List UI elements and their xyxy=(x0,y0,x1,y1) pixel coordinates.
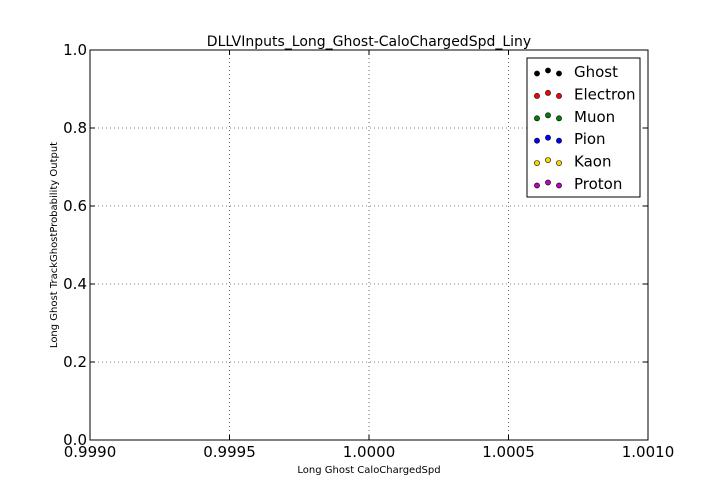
legend-marker xyxy=(534,160,540,166)
legend-marker xyxy=(556,93,562,99)
x-tick-label: 1.0005 xyxy=(482,443,535,461)
legend-entry: Pion xyxy=(534,130,606,148)
y-axis-title: Long Ghost TrackGhostProbability Output xyxy=(49,142,60,348)
y-tick-label: 0.4 xyxy=(63,275,87,293)
x-tick-label: 0.9995 xyxy=(203,443,256,461)
legend-marker xyxy=(534,93,540,99)
y-tick-label: 0.2 xyxy=(63,353,87,371)
legend-box xyxy=(526,57,641,198)
legend-marker xyxy=(545,90,551,96)
legend-marker xyxy=(534,137,540,144)
legend-entry: Ghost xyxy=(534,63,618,81)
legend-label: Electron xyxy=(574,85,636,103)
legend-marker xyxy=(556,160,562,166)
legend-label: Pion xyxy=(574,130,606,148)
legend-label: Kaon xyxy=(574,153,611,171)
legend-marker xyxy=(534,115,540,122)
grid xyxy=(90,50,648,440)
x-tick-label: 1.0000 xyxy=(343,443,396,461)
y-tick-label: 0.6 xyxy=(63,197,87,215)
x-tick-labels: 0.9990 0.9995 1.0000 1.0005 1.0010 xyxy=(64,443,675,461)
legend-entry: Kaon xyxy=(534,153,611,171)
legend-entry: Electron xyxy=(534,85,636,103)
y-tick-label: 1.0 xyxy=(63,41,87,59)
legend-marker xyxy=(534,182,540,189)
y-tick-label: 0.0 xyxy=(63,431,87,449)
legend-entry: Proton xyxy=(534,175,622,193)
legend-marker xyxy=(534,70,540,77)
legend-label: Proton xyxy=(574,175,622,193)
legend-marker xyxy=(545,179,551,186)
x-tick-label: 1.0010 xyxy=(622,443,675,461)
legend-label: Muon xyxy=(574,108,615,126)
legend-marker xyxy=(556,115,562,122)
x-axis-title: Long Ghost CaloChargedSpd xyxy=(297,465,440,476)
y-tick-labels: 0.0 0.2 0.4 0.6 0.8 1.0 xyxy=(63,41,87,449)
legend-marker xyxy=(556,137,562,144)
x-tick-label: 0.9990 xyxy=(64,443,117,461)
legend-marker xyxy=(545,112,551,119)
legend-marker xyxy=(556,70,562,77)
legend-marker xyxy=(556,182,562,189)
legend-marker xyxy=(545,134,551,141)
legend: Ghost Electron Muon Pion Kaon Proton xyxy=(526,57,641,198)
chart-title: DLLVInputs_Long_Ghost-CaloChargedSpd_Lin… xyxy=(207,34,531,50)
ticks xyxy=(89,49,649,441)
y-tick-label: 0.8 xyxy=(63,119,87,137)
legend-marker xyxy=(545,67,551,74)
legend-label: Ghost xyxy=(574,63,618,81)
legend-entry: Muon xyxy=(534,108,615,126)
legend-marker xyxy=(545,157,551,163)
